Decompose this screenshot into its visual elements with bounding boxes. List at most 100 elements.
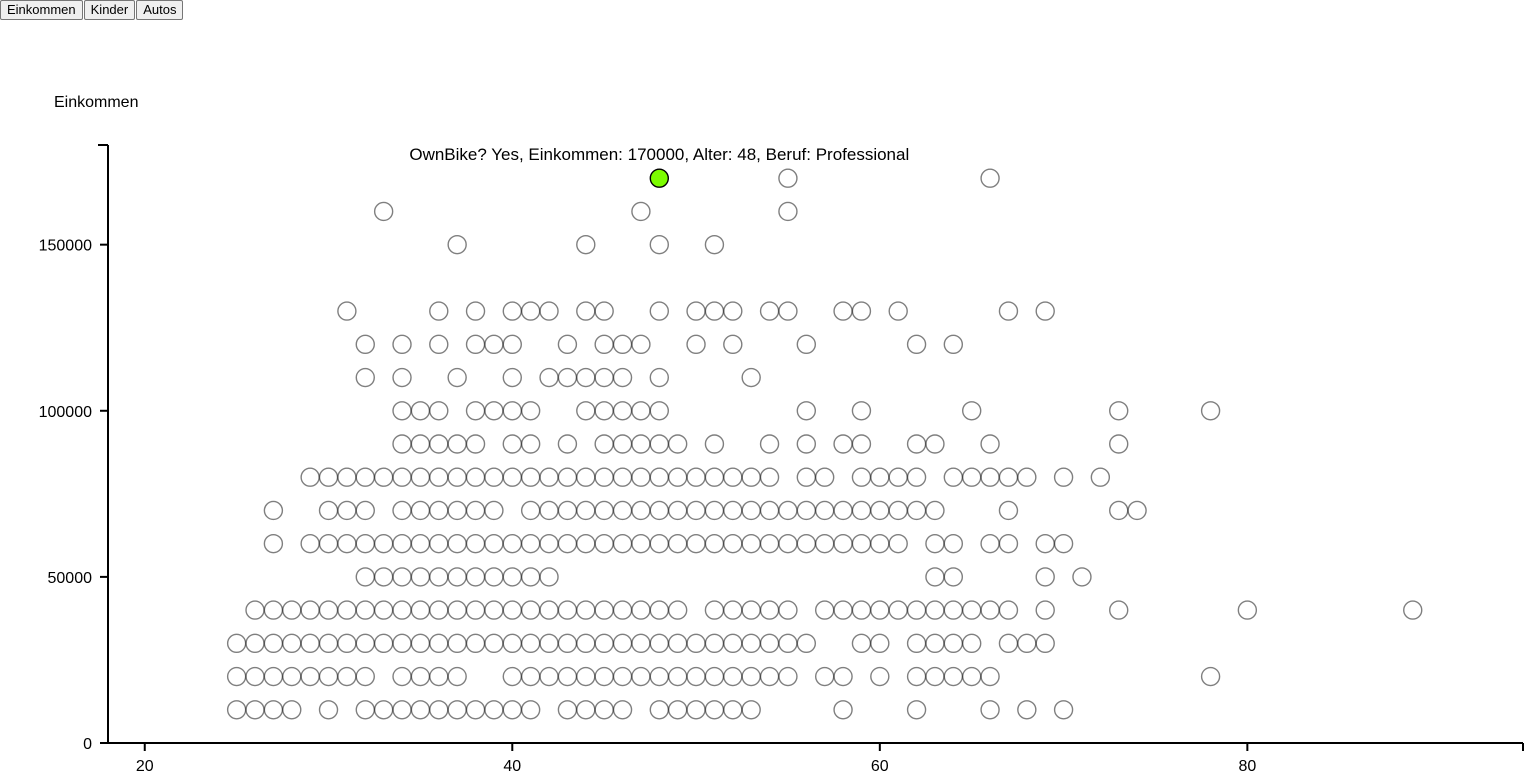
data-point[interactable] xyxy=(429,401,449,421)
data-point[interactable] xyxy=(465,467,486,487)
data-point[interactable] xyxy=(980,666,1000,687)
data-point[interactable] xyxy=(723,600,743,620)
data-point[interactable] xyxy=(980,168,1000,188)
data-point[interactable] xyxy=(392,567,412,587)
data-point[interactable] xyxy=(723,301,743,321)
data-point[interactable] xyxy=(723,467,743,487)
data-point[interactable] xyxy=(870,666,890,687)
data-point[interactable] xyxy=(337,600,357,620)
data-point[interactable] xyxy=(998,533,1019,554)
data-point[interactable] xyxy=(410,567,431,587)
data-point[interactable] xyxy=(962,666,982,687)
data-point[interactable] xyxy=(502,700,522,720)
data-point[interactable] xyxy=(594,334,614,355)
data-point[interactable] xyxy=(337,666,357,687)
data-point[interactable] xyxy=(520,700,541,720)
data-point[interactable] xyxy=(502,434,522,454)
data-point[interactable] xyxy=(649,301,669,321)
data-point[interactable] xyxy=(300,633,320,654)
data-point[interactable] xyxy=(263,700,284,720)
data-point[interactable] xyxy=(888,301,908,321)
data-point[interactable] xyxy=(576,700,596,720)
data-point[interactable] xyxy=(851,500,872,521)
data-point[interactable] xyxy=(1109,401,1129,421)
data-point[interactable] xyxy=(263,533,284,554)
data-point[interactable] xyxy=(557,467,578,487)
data-point[interactable] xyxy=(226,700,247,720)
data-point[interactable] xyxy=(723,633,743,654)
data-point[interactable] xyxy=(576,367,596,388)
data-point[interactable] xyxy=(888,467,908,487)
data-point[interactable] xyxy=(300,666,320,687)
data-point[interactable] xyxy=(318,666,339,687)
data-point[interactable] xyxy=(392,500,412,521)
data-point[interactable] xyxy=(980,533,1000,554)
data-point[interactable] xyxy=(1072,567,1092,587)
data-point[interactable] xyxy=(962,633,982,654)
data-point[interactable] xyxy=(759,500,780,521)
data-point[interactable] xyxy=(796,467,817,487)
data-point[interactable] xyxy=(814,666,835,687)
data-point[interactable] xyxy=(502,533,522,554)
data-point[interactable] xyxy=(1237,600,1258,620)
data-point[interactable] xyxy=(778,301,798,321)
data-point[interactable] xyxy=(392,401,412,421)
data-point[interactable] xyxy=(649,666,669,687)
data-point[interactable] xyxy=(723,500,743,521)
data-point[interactable] xyxy=(355,334,375,355)
data-point[interactable] xyxy=(594,434,614,454)
data-point[interactable] xyxy=(1200,401,1221,421)
data-point[interactable] xyxy=(410,500,431,521)
data-point[interactable] xyxy=(337,533,357,554)
data-point[interactable] xyxy=(392,600,412,620)
kinder-button[interactable]: Kinder xyxy=(83,0,136,20)
data-point[interactable] xyxy=(667,467,688,487)
data-point[interactable] xyxy=(429,301,449,321)
data-point[interactable] xyxy=(520,434,541,454)
data-point[interactable] xyxy=(520,666,541,687)
data-point[interactable] xyxy=(888,533,908,554)
data-point[interactable] xyxy=(484,401,504,421)
data-point[interactable] xyxy=(392,467,412,487)
data-point[interactable] xyxy=(631,201,651,222)
data-point[interactable] xyxy=(576,301,596,321)
data-point[interactable] xyxy=(337,301,357,321)
data-point[interactable] xyxy=(1035,633,1055,654)
data-point[interactable] xyxy=(906,633,927,654)
data-point[interactable] xyxy=(796,401,817,421)
data-point[interactable] xyxy=(410,633,431,654)
data-point[interactable] xyxy=(998,467,1019,487)
data-point[interactable] xyxy=(447,500,467,521)
data-point[interactable] xyxy=(373,201,394,222)
data-point[interactable] xyxy=(576,401,596,421)
data-point[interactable] xyxy=(502,633,522,654)
data-point[interactable] xyxy=(1403,600,1423,620)
data-point[interactable] xyxy=(355,600,375,620)
data-point[interactable] xyxy=(576,633,596,654)
data-point[interactable] xyxy=(557,500,578,521)
data-point[interactable] xyxy=(962,600,982,620)
data-point[interactable] xyxy=(1017,700,1037,720)
data-point[interactable] xyxy=(667,500,688,521)
data-point[interactable] xyxy=(980,600,1000,620)
data-point[interactable] xyxy=(612,467,633,487)
data-point[interactable] xyxy=(723,533,743,554)
data-point[interactable] xyxy=(612,666,633,687)
data-point[interactable] xyxy=(778,500,798,521)
data-point[interactable] xyxy=(870,500,890,521)
data-point[interactable] xyxy=(1035,567,1055,587)
data-point[interactable] xyxy=(612,334,633,355)
data-point[interactable] xyxy=(447,467,467,487)
data-point[interactable] xyxy=(502,600,522,620)
data-point[interactable] xyxy=(447,700,467,720)
data-point[interactable] xyxy=(447,633,467,654)
data-point[interactable] xyxy=(465,301,486,321)
data-point[interactable] xyxy=(447,367,467,388)
data-point[interactable] xyxy=(484,700,504,720)
data-point[interactable] xyxy=(833,434,853,454)
data-point[interactable] xyxy=(557,666,578,687)
data-point[interactable] xyxy=(594,467,614,487)
data-point[interactable] xyxy=(502,367,522,388)
data-point[interactable] xyxy=(465,600,486,620)
data-point[interactable] xyxy=(318,500,339,521)
